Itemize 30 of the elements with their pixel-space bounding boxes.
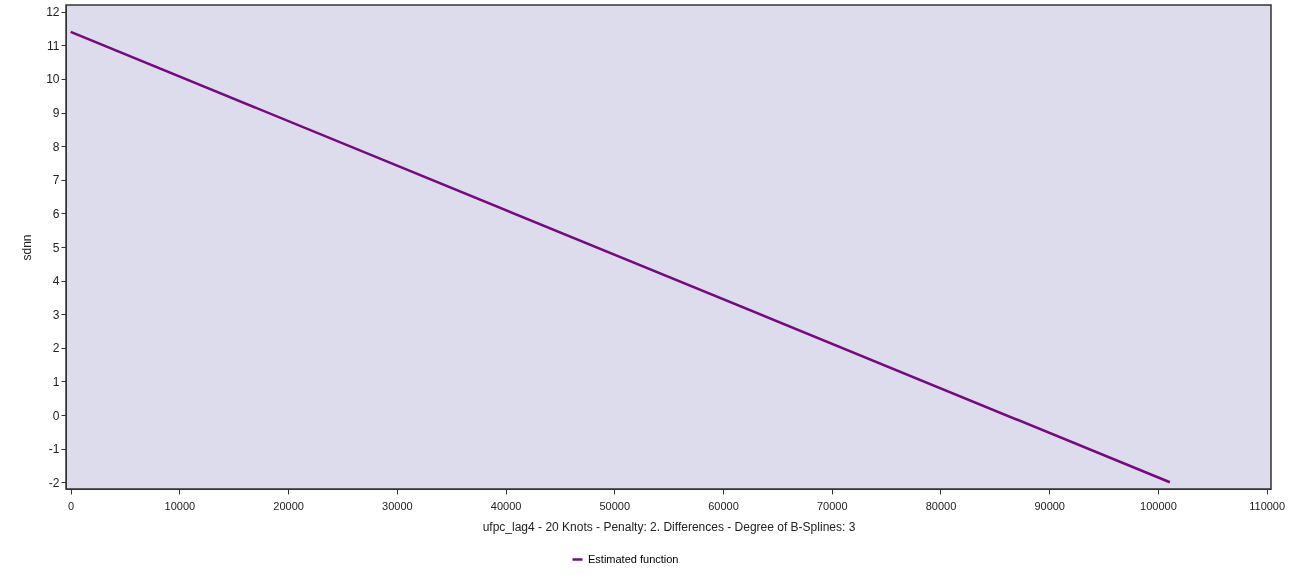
y-tick-label: 5 xyxy=(52,240,60,255)
x-tick-label: 40000 xyxy=(490,499,522,512)
y-tick-label: 3 xyxy=(52,307,60,322)
y-tick-label: -2 xyxy=(48,475,60,490)
y-tick-label: 4 xyxy=(52,274,60,289)
y-tick-label: 12 xyxy=(46,5,60,20)
x-tick-label: 10000 xyxy=(164,499,196,512)
y-tick-label: 2 xyxy=(52,341,60,356)
y-tick-label: 9 xyxy=(52,106,60,121)
y-tick-label: 6 xyxy=(52,206,60,221)
y-tick-label: 10 xyxy=(46,72,60,87)
x-tick-label: 80000 xyxy=(925,499,957,512)
x-tick-label: 30000 xyxy=(382,499,413,512)
x-axis-title: ufpc_lag4 - 20 Knots - Penalty: 2. Differences - Degree of B-Splines: 3 xyxy=(482,519,856,534)
x-tick-label: 110000 xyxy=(1249,499,1286,512)
x-tick-label: 70000 xyxy=(816,499,848,512)
y-tick-label: 7 xyxy=(52,173,60,188)
x-tick-label: 60000 xyxy=(708,499,739,512)
y-axis-title: sdnn xyxy=(20,234,35,261)
y-tick-label: 11 xyxy=(47,38,60,53)
y-tick-label: -1 xyxy=(48,442,60,457)
y-tick-label: 8 xyxy=(52,139,60,154)
y-tick-label: 1 xyxy=(52,374,60,389)
x-tick-label: 100000 xyxy=(1140,499,1177,512)
x-tick-label: 50000 xyxy=(599,499,631,512)
x-tick-label: 0 xyxy=(68,499,75,512)
x-tick-label: 20000 xyxy=(273,499,304,512)
x-tick-label: 90000 xyxy=(1034,499,1065,512)
y-tick-label: 0 xyxy=(52,408,60,423)
legend-label: Estimated function xyxy=(588,552,679,565)
